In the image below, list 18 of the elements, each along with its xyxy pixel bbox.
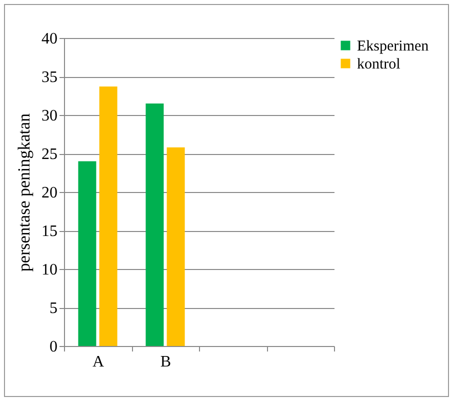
x-tick-label: B [160, 354, 172, 370]
legend-label: Eksperimen [357, 38, 430, 54]
bar [99, 86, 118, 346]
y-tick-label: 5 [50, 300, 58, 317]
legend-label: kontrol [357, 56, 400, 72]
y-tick-label: 0 [50, 338, 58, 356]
y-tick-label: 25 [42, 146, 58, 163]
y-tick-label: 40 [42, 30, 58, 48]
y-tick-label: 35 [42, 69, 58, 86]
y-tick-label: 30 [42, 108, 58, 124]
y-tick-label: 10 [42, 262, 58, 278]
y-tick-label: 20 [42, 184, 58, 202]
bar [78, 161, 96, 346]
bar [146, 103, 164, 346]
y-tick-label: 15 [42, 223, 58, 240]
y-axis-title: persentase peningkatan [14, 112, 34, 272]
x-tick-label: A [92, 354, 104, 370]
bar [166, 147, 185, 346]
